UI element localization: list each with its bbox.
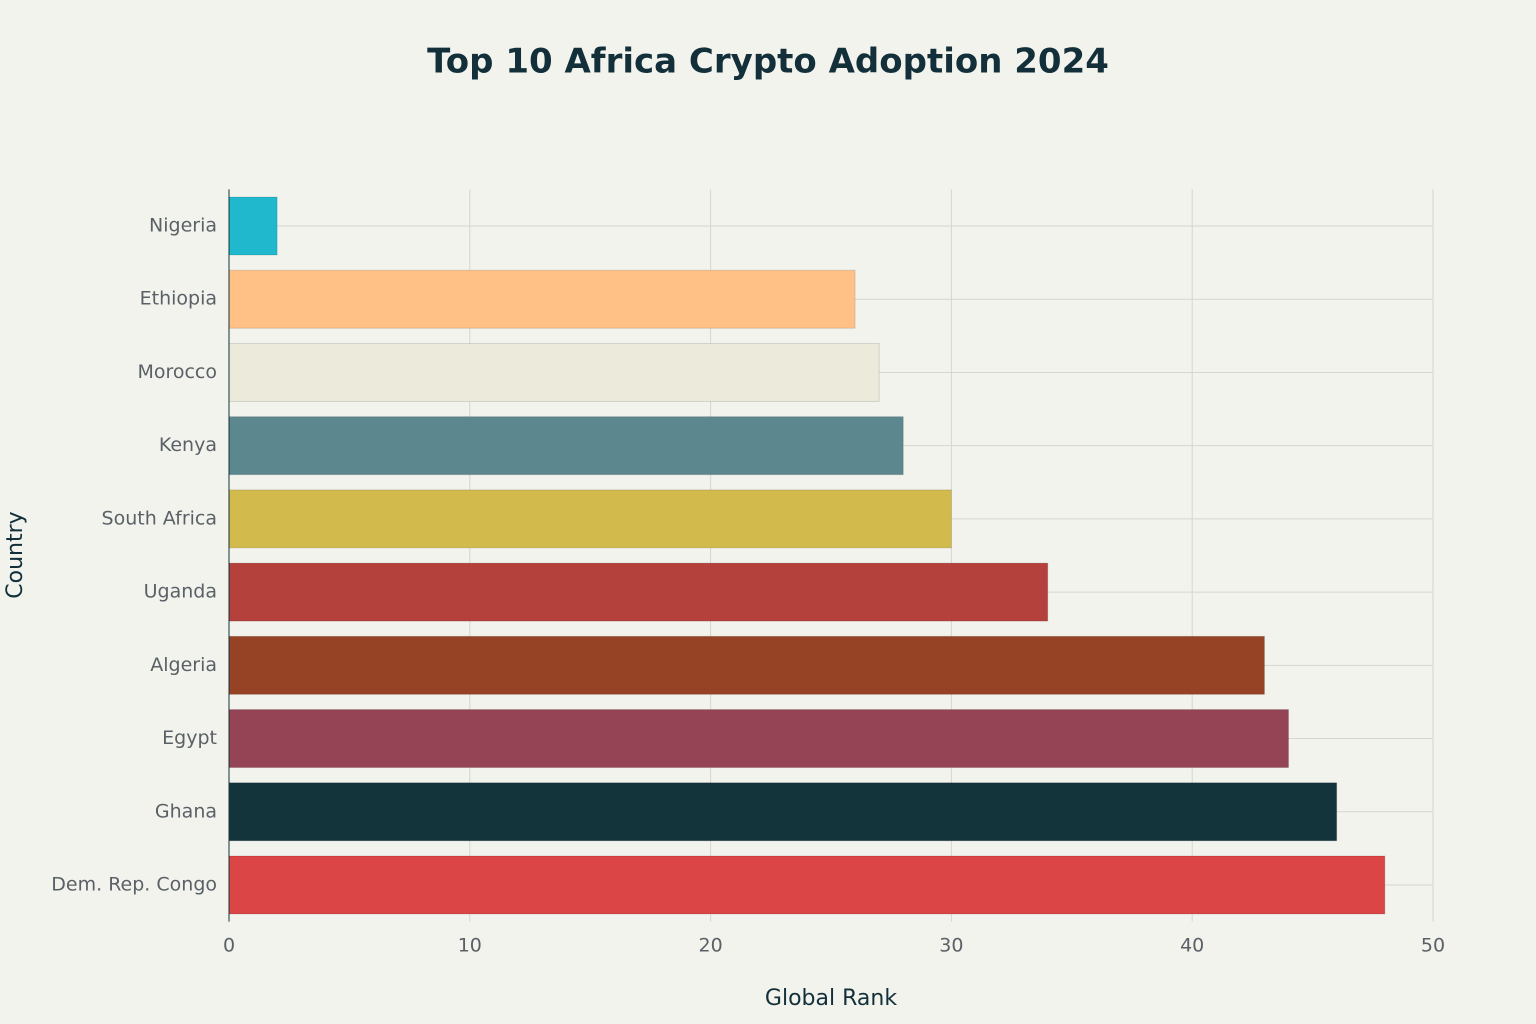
x-tick-label: 0	[223, 935, 235, 957]
x-tick-label: 30	[939, 935, 963, 957]
bar	[228, 269, 856, 329]
x-axis-title: Global Rank	[765, 986, 897, 1011]
y-tick-label: Ethiopia	[140, 288, 217, 310]
y-tick-label: Ghana	[155, 800, 217, 822]
y-tick-label: Kenya	[159, 434, 217, 456]
bar	[228, 489, 952, 549]
bar	[228, 635, 1265, 695]
bar	[228, 196, 278, 256]
x-tick-label: 20	[699, 935, 723, 957]
x-tick-label: 50	[1421, 935, 1445, 957]
x-tick-label: 40	[1180, 935, 1204, 957]
y-tick-label: South Africa	[102, 507, 217, 529]
y-tick-label: Nigeria	[149, 215, 217, 237]
bar	[228, 416, 904, 476]
y-axis-title: Country	[3, 511, 28, 598]
bar	[228, 709, 1290, 769]
y-tick-label: Uganda	[144, 581, 217, 603]
bar	[228, 562, 1049, 622]
chart-title: Top 10 Africa Crypto Adoption 2024	[427, 42, 1109, 82]
bar	[228, 782, 1338, 842]
y-tick-label: Egypt	[162, 727, 217, 749]
x-tick-label: 10	[458, 935, 482, 957]
y-tick-label: Morocco	[137, 361, 217, 383]
y-tick-label: Dem. Rep. Congo	[51, 873, 217, 895]
bar	[228, 342, 880, 402]
y-tick-label: Algeria	[150, 654, 217, 676]
bar	[228, 855, 1386, 915]
